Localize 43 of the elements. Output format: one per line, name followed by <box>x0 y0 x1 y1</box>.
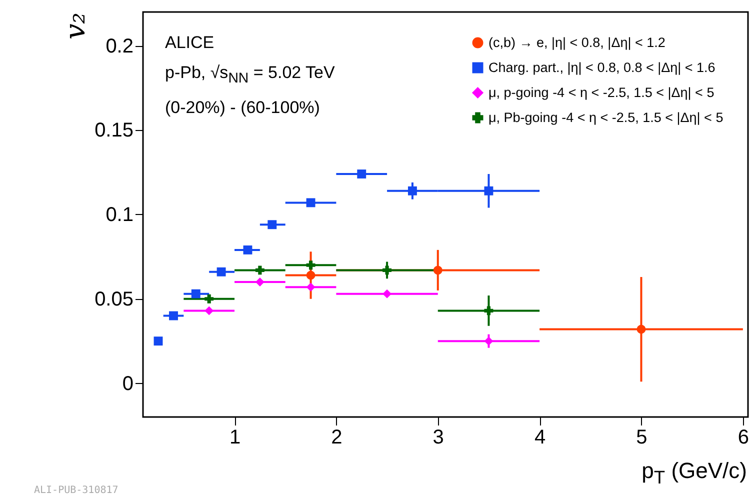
point <box>484 306 494 316</box>
x-axis-title: p$_{T}$ (GeV/c) <box>642 458 747 488</box>
point <box>382 266 392 275</box>
point <box>484 186 494 196</box>
text: ALI-PUB-310817 <box>34 485 118 496</box>
point <box>255 266 264 275</box>
y-tick-label: 0.1 <box>106 204 134 226</box>
point <box>306 198 316 208</box>
x-tick-label: 5 <box>636 426 648 448</box>
point <box>306 282 316 292</box>
annotation: p-Pb, √s$_{NN}$ = 5.02 TeV <box>165 62 335 88</box>
legend-label: Charg. part., |η| < 0.8, 0.8 < |Δη| < 1.6 <box>488 60 716 75</box>
point <box>636 324 646 334</box>
point <box>243 245 252 254</box>
point <box>268 220 277 230</box>
point <box>484 336 494 346</box>
point <box>169 311 178 320</box>
point <box>382 289 392 298</box>
point <box>306 260 316 270</box>
x-tick-label: 4 <box>534 426 546 448</box>
y-tick-label: 0.2 <box>106 35 134 58</box>
point <box>408 186 417 196</box>
point <box>204 306 214 316</box>
y-tick-label: 0.15 <box>94 120 134 142</box>
point <box>357 170 366 178</box>
point <box>306 270 316 280</box>
legend-label: μ, Pb-going -4 < η < -2.5, 1.5 < |Δη| < 5 <box>488 110 724 125</box>
x-tick-label: 6 <box>738 426 749 448</box>
point <box>204 294 214 304</box>
x-tick-label: 3 <box>432 426 444 448</box>
y-tick-label: 0.05 <box>94 288 134 310</box>
point <box>216 267 226 276</box>
y-tick-label: 0 <box>122 372 134 395</box>
x-tick-label: 1 <box>229 426 241 448</box>
point <box>154 336 163 346</box>
annotation: (0-20%) - (60-100%) <box>165 97 321 120</box>
legend-label: (c,b) → e, |η| < 0.8, |Δη| < 1.2 <box>488 34 666 50</box>
y-axis-title: v₂ <box>58 12 92 40</box>
annotation: ALICE <box>165 32 216 54</box>
point <box>433 266 442 275</box>
x-tick-label: 2 <box>331 426 342 448</box>
point <box>191 289 200 298</box>
legend-label: μ, p-going -4 < η < -2.5, 1.5 < |Δη| < 5 <box>488 84 714 100</box>
